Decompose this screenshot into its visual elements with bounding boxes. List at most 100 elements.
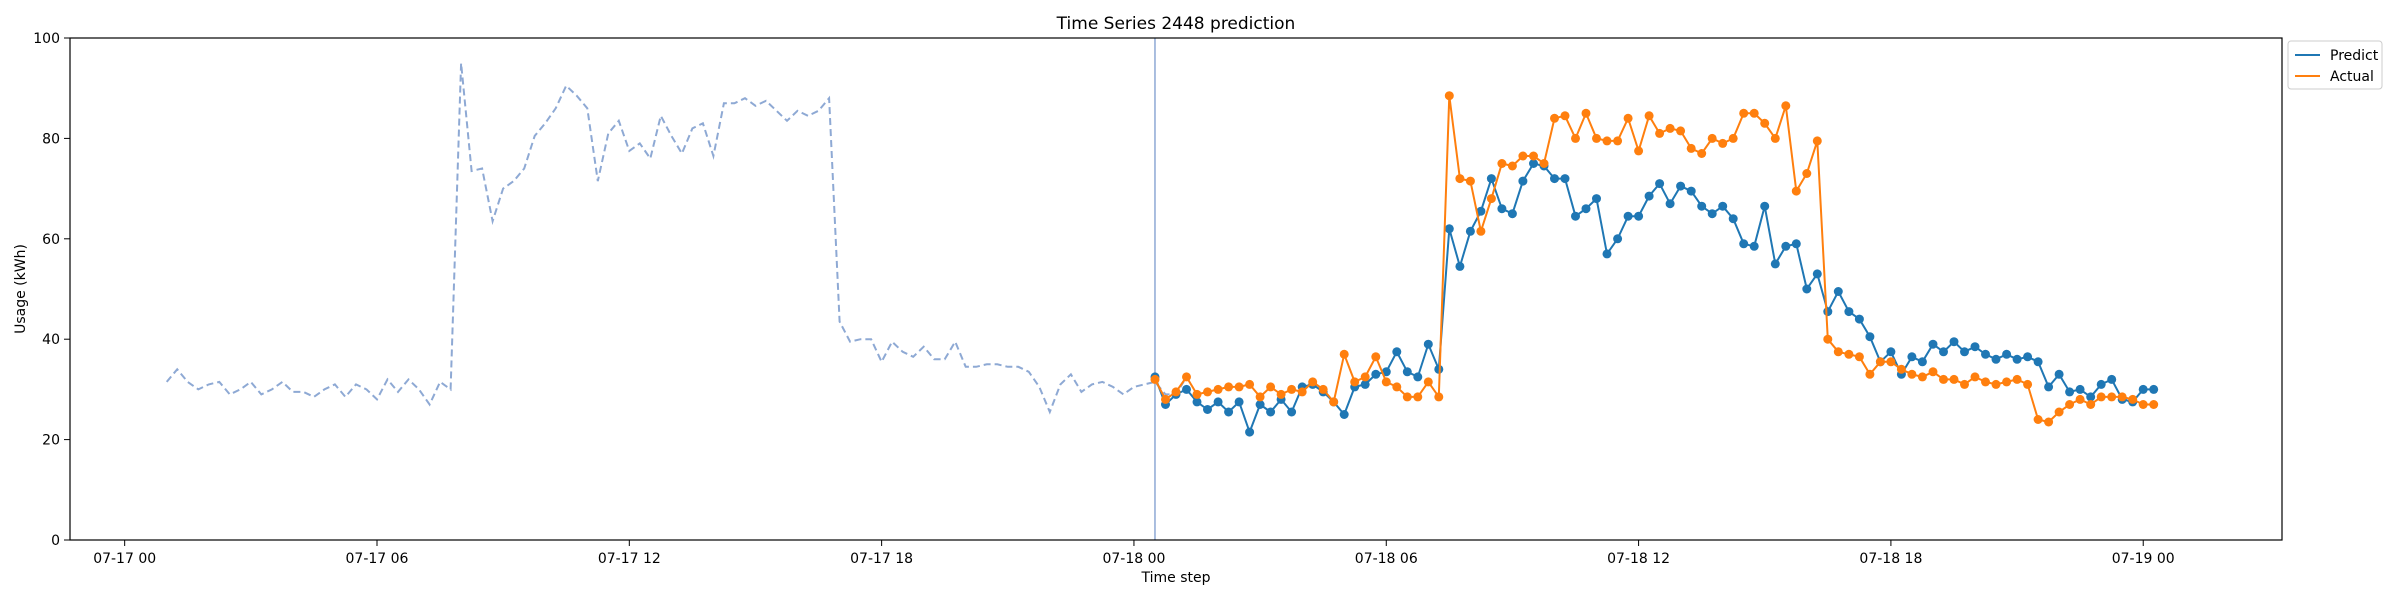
actual-point — [1949, 374, 1959, 384]
actual-point — [1213, 384, 1223, 394]
actual-point — [1802, 169, 1812, 178]
actual-point — [1529, 151, 1538, 161]
predict-point — [2044, 382, 2054, 392]
actual-point — [2012, 374, 2022, 384]
predict-point — [1560, 174, 1570, 184]
actual-point — [1182, 372, 1191, 382]
actual-point — [1287, 384, 1297, 394]
predict-point — [2012, 354, 2022, 364]
predict-point — [1707, 209, 1717, 219]
predict-point — [1865, 332, 1875, 342]
actual-point — [1581, 108, 1591, 118]
predict-point — [1413, 372, 1423, 382]
actual-point — [1812, 136, 1822, 146]
actual-point — [1518, 151, 1528, 161]
predict-point — [1907, 352, 1917, 362]
predict-point — [1529, 159, 1538, 168]
actual-point — [1339, 349, 1349, 359]
predict-point — [1939, 347, 1948, 357]
actual-point — [1749, 108, 1759, 118]
x-tick-label: 07-18 18 — [1859, 551, 1922, 567]
actual-point — [2086, 400, 2096, 409]
actual-point — [1255, 392, 1265, 402]
y-tick-label: 60 — [42, 232, 60, 248]
predict-point — [1497, 204, 1507, 214]
actual-point — [1718, 138, 1728, 148]
predict-point — [1791, 239, 1801, 249]
predict-point — [1360, 379, 1370, 389]
legend: Predict Actual — [2287, 40, 2383, 90]
predict-point — [1444, 224, 1454, 234]
actual-point — [1392, 382, 1402, 392]
predict-point — [1581, 204, 1591, 214]
predict-point — [1423, 339, 1433, 349]
predict-point — [1981, 349, 1990, 359]
predict-point — [1486, 174, 1496, 184]
predict-point — [1392, 347, 1402, 357]
predict-point — [2065, 387, 2075, 397]
predict-point — [1739, 239, 1749, 249]
actual-point — [2044, 417, 2054, 427]
actual-point — [1907, 369, 1917, 379]
actual-point — [1266, 382, 1276, 392]
actual-point — [1592, 133, 1601, 143]
actual-point — [1360, 372, 1370, 382]
predict-point — [1213, 397, 1223, 407]
predict-point — [1234, 397, 1244, 407]
predict-point — [1802, 284, 1812, 294]
actual-point — [2033, 415, 2043, 424]
actual-point — [1192, 389, 1202, 399]
actual-point — [1823, 334, 1833, 344]
actual-point — [1970, 372, 1980, 382]
predict-point — [1476, 206, 1486, 216]
actual-point — [2096, 392, 2106, 402]
y-tick-label: 80 — [42, 131, 60, 147]
predict-point — [2086, 392, 2096, 402]
predict-point — [2138, 384, 2148, 394]
actual-point — [1960, 379, 1969, 389]
actual-point — [1917, 372, 1927, 382]
actual-point — [1224, 382, 1234, 392]
actual-point — [1423, 377, 1433, 387]
predict-point — [1781, 241, 1791, 251]
predict-point — [1655, 179, 1665, 189]
x-tick-label: 07-17 06 — [346, 551, 409, 567]
predict-point — [1886, 347, 1896, 357]
x-tick-label: 07-18 06 — [1355, 551, 1418, 567]
actual-point — [1318, 384, 1328, 394]
actual-point — [1676, 126, 1686, 136]
predict-point — [1507, 209, 1517, 219]
x-tick-label: 07-17 12 — [598, 551, 661, 567]
predict-point — [1970, 342, 1980, 352]
predict-point — [1644, 191, 1654, 201]
actual-point — [1150, 374, 1160, 384]
predict-point — [1182, 384, 1191, 394]
actual-point — [2065, 400, 2075, 409]
actual-point — [1981, 377, 1990, 387]
predict-point — [1224, 407, 1234, 417]
actual-point — [1791, 186, 1801, 196]
actual-point — [1697, 149, 1707, 158]
predict-point — [1634, 211, 1644, 221]
x-tick-label: 07-18 12 — [1607, 551, 1670, 567]
actual-line — [1154, 95, 2154, 424]
predict-point — [1255, 400, 1265, 409]
y-tick-label: 0 — [51, 533, 60, 549]
actual-point — [1760, 118, 1770, 128]
predict-point — [1371, 369, 1381, 379]
predict-point — [1245, 427, 1255, 437]
actual-point — [1434, 392, 1444, 402]
x-tick-label: 07-19 00 — [2112, 551, 2175, 567]
y-axis-ticks: 0 20 40 60 80 100 — [33, 31, 70, 549]
predict-point — [1550, 174, 1559, 184]
x-axis-label: Time step — [1141, 570, 1211, 586]
predict-point — [1812, 269, 1822, 279]
predict-point — [1718, 201, 1728, 211]
x-tick-label: 07-18 00 — [1102, 551, 1165, 567]
actual-point — [1297, 387, 1307, 397]
actual-point — [1381, 377, 1391, 387]
chart-title: Time Series 2448 prediction — [1056, 14, 1296, 34]
actual-point — [1245, 379, 1255, 389]
actual-point — [2075, 394, 2085, 404]
actual-point — [2023, 379, 2033, 389]
